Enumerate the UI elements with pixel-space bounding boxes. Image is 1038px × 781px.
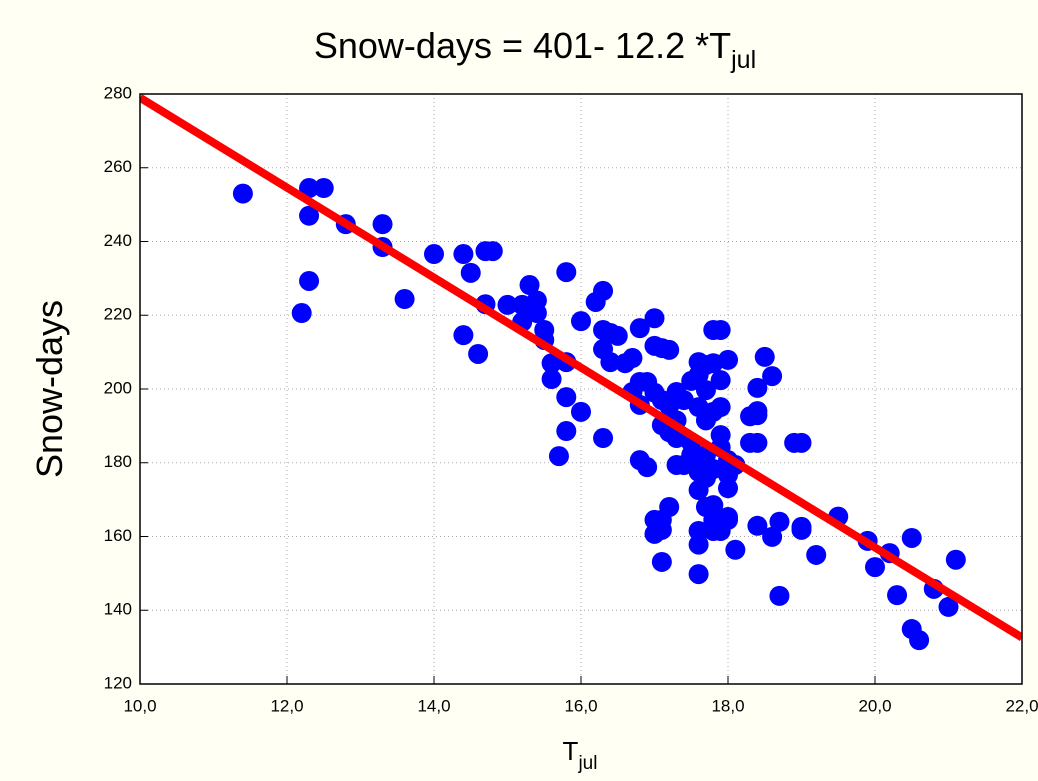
scatter-point <box>718 509 738 530</box>
scatter-point <box>754 346 775 367</box>
y-tick-label: 220 <box>104 305 132 324</box>
title-subscript: jul <box>730 46 756 74</box>
scatter-point <box>585 291 606 312</box>
scatter-point <box>710 320 731 340</box>
scatter-point <box>519 275 540 296</box>
x-tick-label: 20,0 <box>858 696 891 715</box>
scatter-point <box>725 539 746 560</box>
scatter-point <box>600 352 621 373</box>
scatter-point <box>299 178 320 199</box>
scatter-point <box>909 630 930 651</box>
scatter-point <box>571 401 591 422</box>
y-axis-label: Snow-days <box>29 300 70 478</box>
scatter-point <box>651 551 672 572</box>
scatter-point <box>453 325 474 346</box>
scatter-point <box>666 454 687 475</box>
scatter-point <box>688 480 709 501</box>
scatter-point <box>865 557 885 578</box>
x-axis-label: Tjul <box>563 736 598 774</box>
scatter-point <box>313 178 334 199</box>
scatter-point <box>762 366 783 387</box>
y-tick-label: 260 <box>104 157 132 176</box>
scatter-point <box>468 343 489 364</box>
scatter-point <box>299 270 320 291</box>
y-tick-label: 240 <box>104 231 132 250</box>
scatter-point <box>651 519 672 540</box>
scatter-point <box>747 401 768 422</box>
scatter-point <box>571 311 591 332</box>
y-tick-label: 140 <box>104 600 132 619</box>
regression-line <box>140 94 1022 641</box>
scatter-point <box>901 527 922 548</box>
scatter-point <box>637 457 658 478</box>
y-tick-label: 180 <box>104 452 132 471</box>
x-label-subscript: jul <box>577 753 597 774</box>
scatter-point <box>718 349 738 370</box>
title-main: Snow-days = 401- 12.2 *T <box>314 25 731 66</box>
scatter-point <box>497 294 518 315</box>
marks <box>140 94 1022 651</box>
scatter-point <box>938 596 959 617</box>
y-tick-label: 120 <box>104 673 132 692</box>
scatter-point <box>394 289 415 310</box>
scatter-point <box>887 585 908 606</box>
scatter-point <box>710 397 731 418</box>
scatter-point <box>299 205 320 226</box>
scatter-point <box>556 262 577 283</box>
scatter-point <box>629 318 650 339</box>
scatter-point <box>372 214 393 235</box>
x-tick-label: 10,0 <box>123 696 156 715</box>
scatter-point <box>718 478 738 499</box>
scatter-point <box>453 244 474 265</box>
scatter-point <box>556 421 577 442</box>
scatter-point <box>593 428 614 449</box>
scatter-point <box>747 515 768 536</box>
scatter-point <box>747 377 768 398</box>
scatter-point <box>482 241 503 262</box>
scatter-point <box>424 244 444 265</box>
scatter-point <box>769 511 790 532</box>
scatter-point <box>710 370 731 391</box>
scatter-point <box>622 348 643 369</box>
x-tick-label: 14,0 <box>417 696 450 715</box>
scatter-point <box>791 516 812 537</box>
scatter-point <box>769 585 790 606</box>
x-label-main: T <box>563 736 579 766</box>
scatter-point <box>232 183 253 204</box>
scatter-point <box>762 526 783 547</box>
scatter-point <box>607 325 628 346</box>
x-tick-label: 22,0 <box>1005 696 1038 715</box>
scatter-point <box>541 369 562 390</box>
x-tick-label: 18,0 <box>711 696 744 715</box>
scatter-point <box>747 432 768 453</box>
y-tick-label: 200 <box>104 378 132 397</box>
scatter-point <box>703 495 724 516</box>
y-tick-label: 160 <box>104 526 132 545</box>
scatter-point <box>644 308 665 329</box>
scatter-point <box>291 303 312 324</box>
scatter-point <box>688 564 709 585</box>
scatter-point <box>659 339 680 360</box>
scatter-point <box>688 534 709 555</box>
y-tick-label: 280 <box>104 83 132 102</box>
scatter-point <box>526 303 547 324</box>
scatter-point <box>806 544 827 565</box>
scatter-point <box>695 380 716 401</box>
x-tick-label: 16,0 <box>564 696 597 715</box>
scatter-point <box>541 353 562 374</box>
scatter-point <box>945 549 966 570</box>
scatter-point <box>703 520 724 541</box>
chart-title: Snow-days = 401- 12.2 *Tjul <box>314 25 756 74</box>
scatter-point <box>548 446 569 467</box>
x-tick-label: 12,0 <box>270 696 303 715</box>
scatter-point <box>460 262 481 283</box>
scatter-point <box>556 387 577 408</box>
scatter-point <box>791 432 812 453</box>
